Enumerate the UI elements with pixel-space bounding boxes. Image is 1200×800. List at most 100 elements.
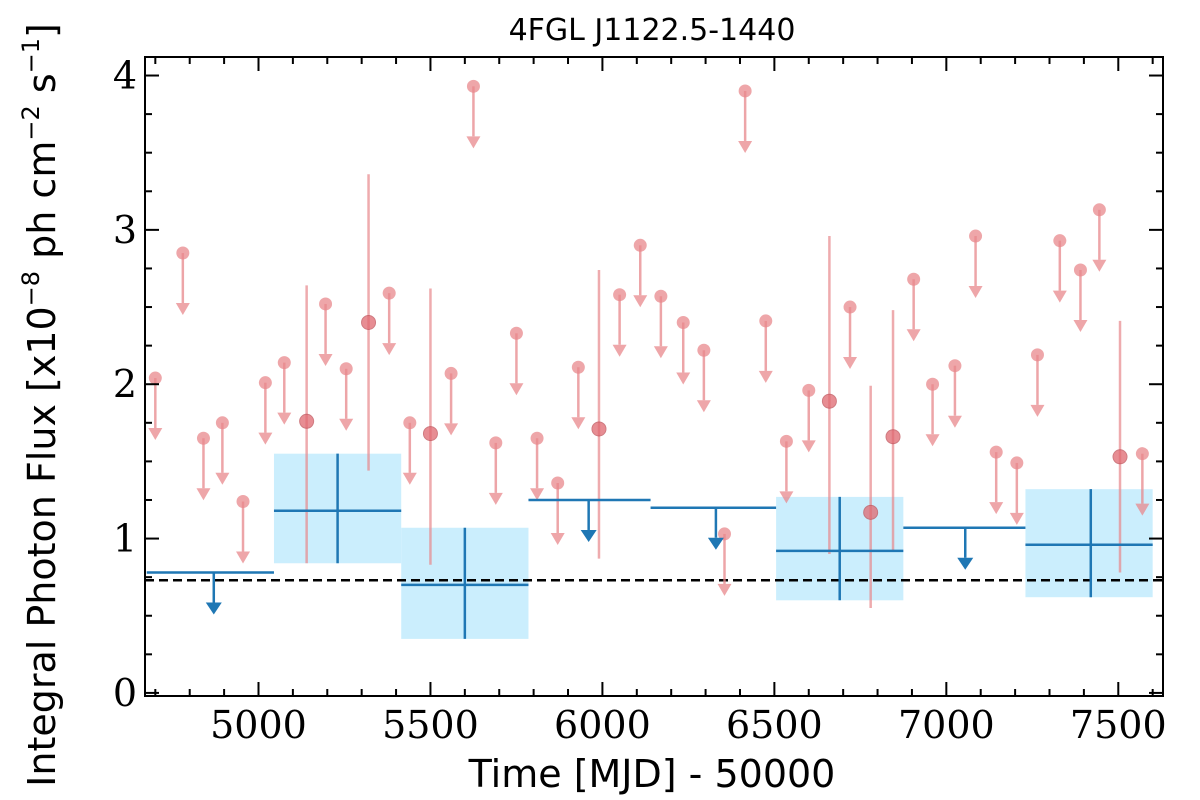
y-axis-label-part4: ]: [20, 23, 64, 38]
y-axis-label-part3: s: [20, 73, 64, 105]
fine-detection-point: [1112, 449, 1128, 465]
coarse-upper-limit-arrow: [205, 602, 222, 615]
fine-upper-limit-arrow: [653, 346, 668, 359]
x-tick-label: 6000: [554, 703, 651, 747]
fine-upper-limit-arrow: [318, 353, 333, 366]
y-tick-label: 0: [113, 671, 137, 715]
fine-upper-limit-point: [382, 286, 396, 300]
fine-upper-limit-point: [509, 326, 523, 340]
fine-upper-limit-arrow: [696, 400, 711, 413]
fine-upper-limit-point: [444, 366, 458, 380]
fine-upper-limit-arrow: [550, 533, 565, 545]
fine-upper-limit-point: [802, 383, 816, 397]
fine-upper-limit-point: [633, 238, 647, 252]
tick-labels: 5000 5500 6000 6500 7000 7500 0 1 2 3 4: [113, 54, 1167, 747]
fine-upper-limit-arrow: [1073, 320, 1088, 332]
y-tick-label: 3: [113, 208, 137, 252]
chart-title: 4FGL J1122.5-1440: [509, 13, 796, 48]
fine-upper-limit-point: [697, 343, 711, 357]
fine-upper-limit-point: [613, 288, 627, 302]
fine-upper-limit-arrow: [215, 472, 230, 485]
fine-upper-limit-point: [1092, 203, 1106, 217]
fine-upper-limit-point: [319, 297, 333, 311]
fine-upper-limit-arrow: [738, 140, 753, 153]
fine-upper-limit-point: [148, 371, 162, 385]
fine-detection-point: [863, 504, 879, 520]
fine-upper-limit-point: [1135, 447, 1149, 461]
fine-upper-limit-arrow: [488, 492, 503, 505]
fine-upper-limit-arrow: [801, 440, 816, 453]
fine-upper-limit-point: [466, 79, 480, 93]
fine-upper-limit-arrow: [571, 417, 586, 430]
fine-upper-limit-point: [843, 300, 857, 314]
y-axis-label-exp3: −1: [17, 38, 45, 73]
y-tick-label: 1: [113, 517, 137, 561]
x-tick-label: 7500: [1070, 703, 1167, 747]
fine-upper-limit-point: [176, 246, 190, 260]
fine-upper-limit-arrow: [925, 434, 940, 447]
fine-upper-limit-arrow: [676, 372, 691, 385]
fine-upper-limit-arrow: [148, 428, 163, 441]
fine-upper-limit-arrow: [758, 370, 773, 383]
fine-detection-point: [299, 413, 315, 429]
coarse-upper-limit-arrow: [707, 537, 724, 550]
fine-upper-limit-arrow: [339, 418, 354, 431]
y-axis-label-part2: ph cm: [20, 141, 64, 271]
fine-upper-limit-point: [236, 495, 250, 509]
fine-upper-limit-arrow: [466, 136, 481, 149]
fine-upper-limit-point: [196, 431, 210, 445]
fine-upper-limit-point: [779, 434, 793, 448]
plot-area: [145, 79, 1163, 639]
fine-upper-limit-point: [489, 436, 503, 450]
fine-detection-point: [361, 314, 377, 330]
fine-upper-limit-arrow: [947, 415, 962, 428]
fine-upper-limit-arrow: [382, 343, 397, 356]
fine-upper-limit-arrow: [968, 286, 983, 299]
fine-upper-limit-point: [551, 476, 565, 490]
fine-upper-limit-point: [654, 289, 668, 303]
fine-upper-limit-point: [926, 377, 940, 391]
fine-detection-point: [821, 393, 837, 409]
fine-detection-point: [591, 421, 607, 437]
coarse-upper-limit-arrow: [957, 557, 974, 570]
fine-upper-limit-arrow: [258, 432, 273, 445]
fine-upper-limit-arrow: [633, 295, 648, 308]
fine-upper-limit-point: [530, 431, 544, 445]
fine-upper-limit-point: [989, 445, 1003, 459]
fine-detection-point: [885, 429, 901, 445]
fine-upper-limit-point: [676, 315, 690, 329]
fine-upper-limit-point: [1030, 348, 1044, 362]
fine-upper-limit-arrow: [509, 383, 524, 396]
fine-upper-limit-point: [718, 527, 732, 541]
fine-upper-limit-point: [1010, 456, 1024, 470]
fine-upper-limit-arrow: [1009, 512, 1024, 525]
fine-upper-limit-point: [759, 314, 773, 328]
fine-upper-limit-point: [215, 416, 229, 430]
fine-upper-limit-arrow: [1030, 404, 1045, 417]
fine-upper-limit-arrow: [843, 357, 858, 370]
fine-upper-limit-point: [258, 376, 272, 390]
x-tick-label: 5500: [382, 703, 479, 747]
fine-upper-limit-arrow: [1135, 503, 1150, 516]
fine-upper-limit-point: [571, 360, 585, 374]
fine-upper-limit-arrow: [444, 423, 459, 436]
fine-upper-limit-point: [738, 84, 752, 98]
fine-upper-limit-point: [339, 362, 353, 376]
fine-detection-point: [422, 426, 438, 442]
plot-frame: [144, 56, 1164, 697]
fine-upper-limit-arrow: [277, 412, 292, 425]
fine-upper-limit-arrow: [402, 472, 417, 485]
x-tick-label: 5000: [210, 703, 307, 747]
x-tick-label: 7000: [898, 703, 995, 747]
fine-upper-limit-arrow: [196, 488, 211, 501]
coarse-upper-limit-arrow: [580, 529, 597, 542]
fine-upper-limit-point: [1073, 263, 1087, 277]
y-tick-label: 2: [113, 362, 137, 406]
fine-upper-limit-arrow: [717, 583, 732, 596]
fine-upper-limit-point: [969, 229, 983, 243]
fine-upper-limit-arrow: [175, 303, 190, 316]
fine-upper-limit-point: [948, 359, 962, 373]
y-tick-label: 4: [113, 54, 137, 98]
fine-upper-limit-arrow: [612, 344, 627, 357]
